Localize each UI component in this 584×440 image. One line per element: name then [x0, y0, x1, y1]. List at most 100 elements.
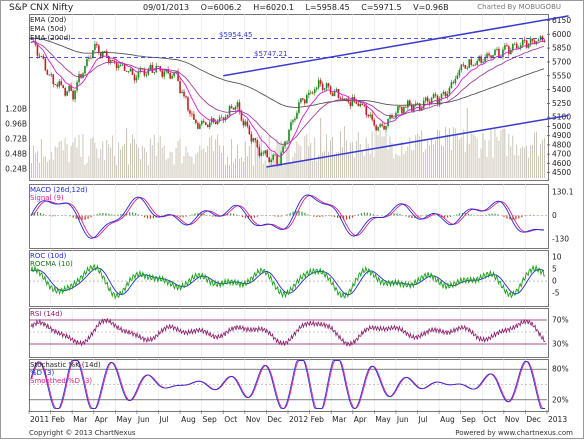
candle-body — [286, 142, 288, 143]
month-label: Feb — [311, 415, 325, 424]
level-annotation: $5747.21 — [254, 50, 287, 58]
volume-bar — [358, 132, 359, 178]
macd-line — [31, 195, 544, 238]
macd-histogram-bar — [301, 212, 302, 216]
volume-bar — [498, 140, 499, 178]
volume-bar — [67, 144, 68, 178]
price-tick-label: 5250 — [552, 99, 571, 108]
volume-bar — [332, 137, 333, 178]
candle-body — [189, 110, 191, 113]
volume-bar — [86, 163, 87, 178]
volume-bar — [108, 144, 109, 178]
candle-body — [68, 86, 70, 92]
candle-body — [272, 155, 274, 160]
candle-body — [324, 88, 326, 89]
candle-body — [397, 106, 399, 113]
candle-body — [161, 71, 163, 77]
volume-bar — [411, 150, 412, 178]
volume-bar — [334, 155, 335, 178]
volume-bar — [393, 158, 394, 178]
macd-histogram-bar — [135, 213, 136, 215]
month-label: Feb — [52, 415, 66, 424]
candle-body — [255, 138, 257, 140]
volume-bar — [77, 147, 78, 178]
macd-histogram-bar — [52, 216, 53, 217]
volume-bar — [522, 146, 523, 178]
volume-bar — [37, 151, 38, 178]
price-tick-label: 4700 — [552, 150, 571, 159]
price-tick-label: 6000 — [552, 30, 571, 39]
volume-bar — [45, 156, 46, 178]
candle-body — [56, 85, 58, 87]
candle-body — [361, 104, 363, 105]
volume-bar — [524, 148, 525, 178]
volume-bar — [43, 157, 44, 178]
candle-body — [66, 91, 68, 95]
candle-body — [363, 105, 365, 106]
volume-bar — [207, 146, 208, 178]
volume-bar — [508, 134, 509, 178]
macd-histogram-bar — [87, 216, 88, 219]
volume-bar — [348, 154, 349, 178]
candle-body — [512, 44, 514, 50]
volume-bar — [33, 146, 34, 178]
candle-body — [185, 96, 187, 97]
candle-body — [258, 147, 260, 156]
volume-bar — [491, 128, 492, 178]
candle-body — [409, 101, 411, 105]
candle-body — [187, 97, 189, 110]
month-label: Nov — [505, 415, 520, 424]
candle-body — [205, 122, 207, 125]
volume-bar — [399, 156, 400, 178]
macd-histogram-bar — [518, 216, 519, 219]
candle-body — [478, 56, 480, 61]
candle-body — [447, 94, 449, 97]
volume-bar — [57, 148, 58, 178]
candle-body — [124, 64, 126, 70]
candle-body — [245, 122, 247, 126]
price-tick-label: 5850 — [552, 44, 571, 53]
candle-body — [106, 51, 108, 56]
volume-bar — [265, 160, 266, 178]
macd-histogram-bar — [105, 213, 106, 215]
candle-body — [413, 105, 415, 111]
candle-body — [233, 108, 235, 110]
candle-body — [62, 85, 64, 88]
volume-bar — [166, 160, 167, 178]
candle-body — [257, 140, 259, 147]
candle-body — [58, 81, 60, 86]
candle-body — [229, 106, 231, 115]
candle-body — [116, 62, 118, 68]
volume-bar — [82, 134, 83, 178]
candle-body — [322, 84, 324, 90]
candle-body — [146, 75, 148, 76]
macd-histogram-bar — [459, 213, 460, 215]
volume-bar — [485, 140, 486, 178]
macd-histogram-bar — [254, 216, 255, 218]
volume-bar — [176, 148, 177, 178]
candle-body — [476, 61, 478, 65]
candle-body — [60, 81, 62, 85]
macd-histogram-bar — [331, 216, 332, 217]
volume-bar — [168, 158, 169, 178]
candle-body — [90, 58, 92, 59]
candle-body — [262, 153, 264, 154]
candle-body — [264, 150, 266, 153]
ema200-line — [31, 38, 544, 107]
candle-body — [199, 124, 201, 129]
volume-bar — [388, 149, 389, 178]
candle-body — [207, 125, 209, 127]
candle-body — [462, 64, 464, 65]
volume-bar — [178, 141, 179, 178]
volume-bar — [304, 136, 305, 178]
candle-body — [482, 62, 484, 63]
candle-body — [74, 90, 76, 99]
volume-bar — [55, 147, 56, 178]
volume-bar — [263, 164, 264, 178]
volume-bar — [443, 147, 444, 178]
candle-body — [383, 126, 385, 130]
volume-bar — [126, 128, 127, 178]
candle-body — [316, 88, 318, 90]
volume-bar — [251, 142, 252, 178]
volume-bar — [330, 140, 331, 178]
